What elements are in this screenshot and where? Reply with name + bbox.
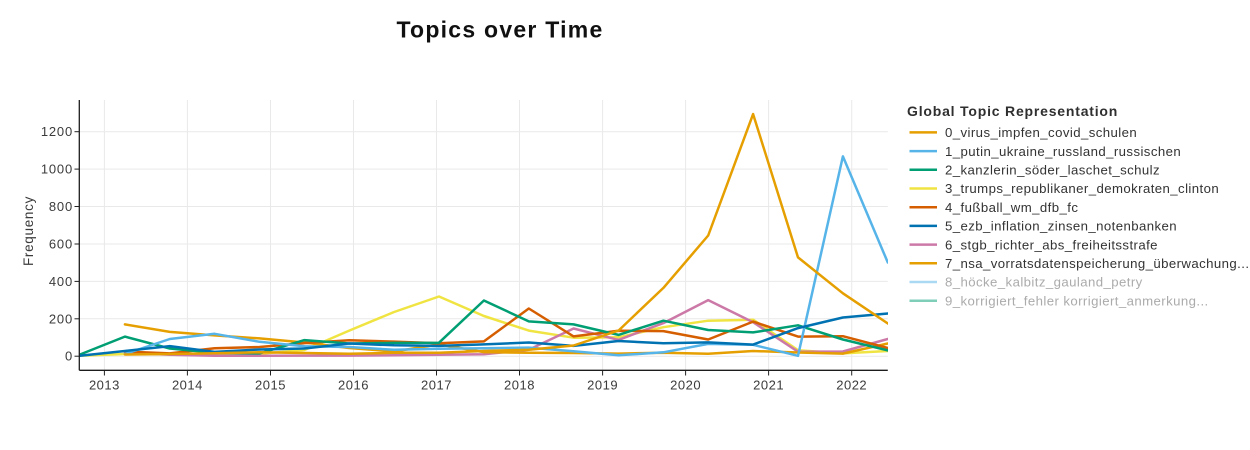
svg-text:2014: 2014 — [172, 377, 203, 392]
svg-text:200: 200 — [49, 311, 73, 326]
svg-text:4_fußball_wm_dfb_fc: 4_fußball_wm_dfb_fc — [945, 200, 1078, 215]
svg-text:2_kanzlerin_söder_laschet_schu: 2_kanzlerin_söder_laschet_schulz — [945, 163, 1160, 178]
svg-text:Frequency: Frequency — [21, 196, 36, 266]
svg-text:7_nsa_vorratsdatenspeicherung_: 7_nsa_vorratsdatenspeicherung_überwachun… — [945, 256, 1249, 271]
svg-text:1000: 1000 — [41, 162, 73, 177]
svg-text:2022: 2022 — [836, 377, 867, 392]
svg-text:2013: 2013 — [89, 377, 120, 392]
svg-text:5_ezb_inflation_zinsen_notenba: 5_ezb_inflation_zinsen_notenbanken — [945, 219, 1177, 234]
svg-text:9_korrigiert_fehler korrigiert: 9_korrigiert_fehler korrigiert_anmerkung… — [945, 293, 1209, 308]
svg-text:2015: 2015 — [255, 377, 286, 392]
svg-text:0: 0 — [65, 349, 73, 364]
svg-text:800: 800 — [49, 199, 73, 214]
svg-text:2019: 2019 — [587, 377, 618, 392]
svg-text:8_höcke_kalbitz_gauland_petry: 8_höcke_kalbitz_gauland_petry — [945, 275, 1143, 290]
svg-text:1200: 1200 — [41, 124, 73, 139]
svg-text:2021: 2021 — [753, 377, 784, 392]
svg-text:400: 400 — [49, 274, 73, 289]
svg-text:2020: 2020 — [670, 377, 701, 392]
svg-text:2017: 2017 — [421, 377, 452, 392]
svg-text:Global Topic Representation: Global Topic Representation — [907, 103, 1118, 119]
svg-text:600: 600 — [49, 237, 73, 252]
svg-text:1_putin_ukraine_russland_russi: 1_putin_ukraine_russland_russischen — [945, 144, 1181, 159]
svg-text:6_stgb_richter_abs_freiheitsst: 6_stgb_richter_abs_freiheitsstrafe — [945, 237, 1158, 252]
svg-text:3_trumps_republikaner_demokrat: 3_trumps_republikaner_demokraten_clinton — [945, 181, 1219, 196]
svg-text:Topics over Time: Topics over Time — [396, 17, 603, 43]
svg-text:0_virus_impfen_covid_schulen: 0_virus_impfen_covid_schulen — [945, 125, 1137, 140]
svg-text:2016: 2016 — [338, 377, 369, 392]
svg-text:2018: 2018 — [504, 377, 535, 392]
